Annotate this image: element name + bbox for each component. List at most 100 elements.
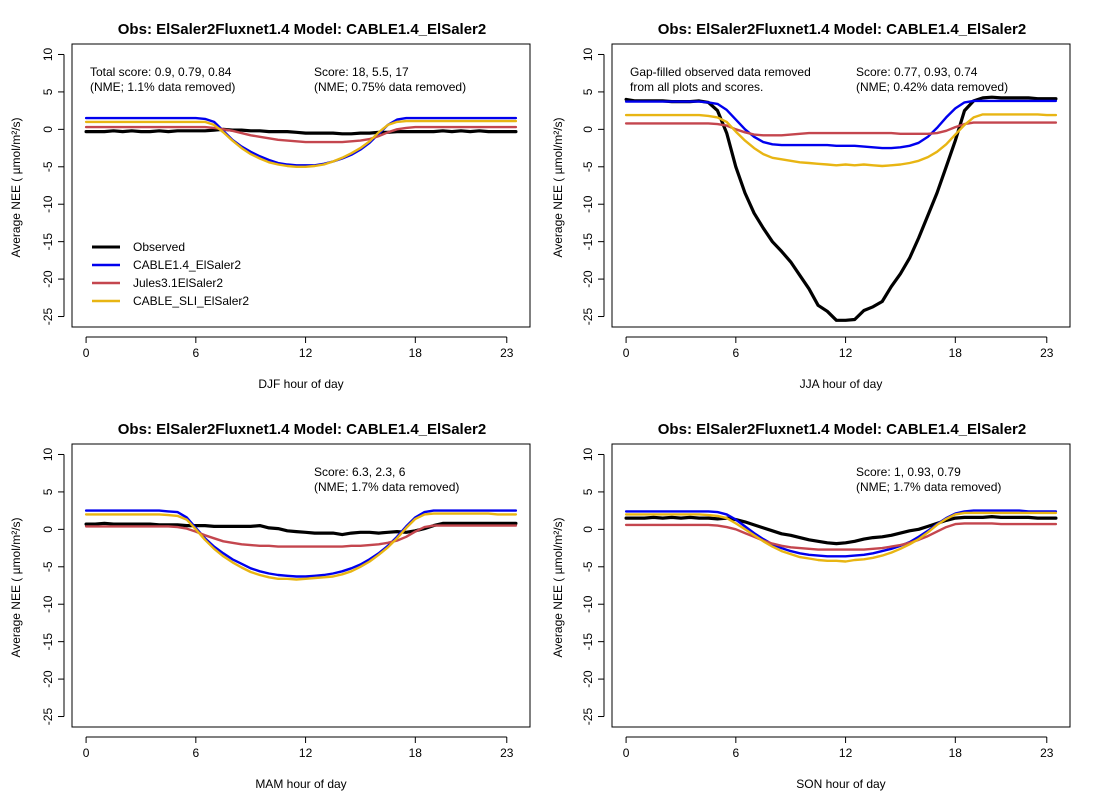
panel-1: Obs: ElSaler2Fluxnet1.4 Model: CABLE1.4_… [9, 21, 531, 391]
legend-label: CABLE1.4_ElSaler2 [133, 258, 241, 272]
x-tick-label: 0 [83, 746, 90, 760]
plot-frame [71, 43, 531, 328]
x-axis: 0 6 12 18 23 [83, 336, 514, 360]
x-tick-label: 6 [192, 346, 199, 360]
y-tick-label: 0 [41, 126, 55, 133]
x-tick-label: 18 [409, 746, 423, 760]
series-line-cable1-4-elsaler2 [624, 99, 1058, 150]
chart-title: Obs: ElSaler2Fluxnet1.4 Model: CABLE1.4_… [658, 421, 1026, 438]
plot-frame [611, 443, 1071, 728]
score-annotation: Score: 6.3, 2.3, 6 [314, 465, 406, 479]
score-annotation: Gap-filled observed data removed [630, 65, 811, 79]
y-axis: 10 5 0 -5 -10 -15 -20 -25 [581, 447, 605, 726]
y-tick-label: 10 [41, 447, 55, 461]
series-line-jules3-1elsaler2 [624, 522, 1058, 551]
score-annotation: from all plots and scores. [630, 80, 763, 94]
y-tick-label: 5 [581, 88, 595, 95]
y-tick-label: -15 [41, 633, 55, 651]
x-tick-label: 12 [839, 346, 853, 360]
y-tick-label: -25 [581, 308, 595, 326]
y-axis-label: Average NEE ( µmol/m²/s) [551, 117, 565, 257]
x-tick-label: 23 [500, 346, 514, 360]
chart-title: Obs: ElSaler2Fluxnet1.4 Model: CABLE1.4_… [658, 21, 1026, 38]
y-tick-label: -10 [581, 595, 595, 613]
series-line-observed [624, 95, 1058, 322]
x-tick-label: 18 [409, 346, 423, 360]
y-tick-label: 5 [41, 88, 55, 95]
y-tick-label: -20 [581, 270, 595, 288]
series-line-cable1-4-elsaler2 [84, 509, 518, 578]
series-line-cable1-4-elsaler2 [84, 116, 518, 167]
y-tick-label: 10 [581, 47, 595, 61]
y-tick-label: -10 [41, 595, 55, 613]
y-tick-label: -20 [41, 670, 55, 688]
x-tick-label: 6 [192, 746, 199, 760]
series-line-cable-sli-elsaler2 [624, 113, 1058, 168]
y-tick-label: -15 [41, 233, 55, 251]
legend-label: Observed [133, 240, 185, 254]
y-tick-label: 10 [581, 447, 595, 461]
x-axis: 0 6 12 18 23 [623, 336, 1054, 360]
x-axis-label: DJF hour of day [258, 377, 343, 391]
x-tick-label: 12 [299, 346, 313, 360]
y-tick-label: -5 [581, 561, 595, 572]
y-tick-label: -5 [41, 561, 55, 572]
y-tick-label: -15 [581, 633, 595, 651]
score-annotation: Total score: 0.9, 0.79, 0.84 [90, 65, 232, 79]
series-line-cable-sli-elsaler2 [84, 512, 518, 581]
x-axis: 0 6 12 18 23 [623, 736, 1054, 760]
score-annotation: Score: 1, 0.93, 0.79 [856, 465, 961, 479]
y-tick-label: -25 [581, 708, 595, 726]
y-tick-label: -25 [41, 308, 55, 326]
y-tick-label: 10 [41, 47, 55, 61]
y-axis: 10 5 0 -5 -10 -15 -20 -25 [581, 47, 605, 326]
x-tick-label: 18 [949, 746, 963, 760]
legend: Observed CABLE1.4_ElSaler2 Jules3.1ElSaler… [92, 240, 249, 308]
score-annotation: (NME; 0.75% data removed) [314, 80, 466, 94]
legend-label: Jules3.1ElSaler2 [133, 276, 223, 290]
series-line-jules3-1elsaler2 [84, 125, 518, 144]
y-tick-label: 0 [581, 526, 595, 533]
x-axis-label: SON hour of day [796, 777, 885, 791]
x-tick-label: 12 [839, 746, 853, 760]
y-tick-label: 5 [581, 488, 595, 495]
series-line-cable1-4-elsaler2 [624, 509, 1058, 558]
y-tick-label: 0 [581, 126, 595, 133]
score-annotation: Score: 0.77, 0.93, 0.74 [856, 65, 978, 79]
panel-2: Obs: ElSaler2Fluxnet1.4 Model: CABLE1.4_… [551, 21, 1071, 391]
y-tick-label: -5 [581, 161, 595, 172]
score-annotation: Score: 18, 5.5, 17 [314, 65, 409, 79]
plot-frame [611, 43, 1071, 328]
x-tick-label: 0 [623, 346, 630, 360]
y-tick-label: 5 [41, 488, 55, 495]
y-tick-label: -10 [581, 195, 595, 213]
chart-title: Obs: ElSaler2Fluxnet1.4 Model: CABLE1.4_… [118, 421, 486, 438]
x-tick-label: 0 [623, 746, 630, 760]
score-annotation: (NME; 1.1% data removed) [90, 80, 235, 94]
series-line-jules3-1elsaler2 [624, 121, 1058, 137]
x-tick-label: 6 [732, 346, 739, 360]
y-tick-label: -5 [41, 161, 55, 172]
legend-label: CABLE_SLI_ElSaler2 [133, 294, 249, 308]
score-annotation: (NME; 1.7% data removed) [314, 480, 459, 494]
x-axis: 0 6 12 18 23 [83, 736, 514, 760]
x-axis-label: MAM hour of day [255, 777, 346, 791]
y-axis: 10 5 0 -5 -10 -15 -20 -25 [41, 447, 65, 725]
y-tick-label: -20 [41, 270, 55, 288]
series-line-observed [84, 521, 518, 537]
y-tick-label: 0 [41, 526, 55, 533]
series-line-observed [624, 514, 1058, 546]
x-tick-label: 0 [83, 346, 90, 360]
y-axis-label: Average NEE ( µmol/m²/s) [9, 117, 23, 257]
x-tick-label: 12 [299, 746, 313, 760]
y-tick-label: -20 [581, 670, 595, 688]
x-axis-label: JJA hour of day [800, 377, 883, 391]
y-axis-label: Average NEE ( µmol/m²/s) [9, 517, 23, 657]
plot-frame [71, 443, 531, 728]
panel-4: Obs: ElSaler2Fluxnet1.4 Model: CABLE1.4_… [551, 421, 1071, 791]
chart-title: Obs: ElSaler2Fluxnet1.4 Model: CABLE1.4_… [118, 21, 486, 38]
y-tick-label: -15 [581, 233, 595, 251]
x-tick-label: 6 [732, 746, 739, 760]
x-tick-label: 23 [1040, 346, 1054, 360]
